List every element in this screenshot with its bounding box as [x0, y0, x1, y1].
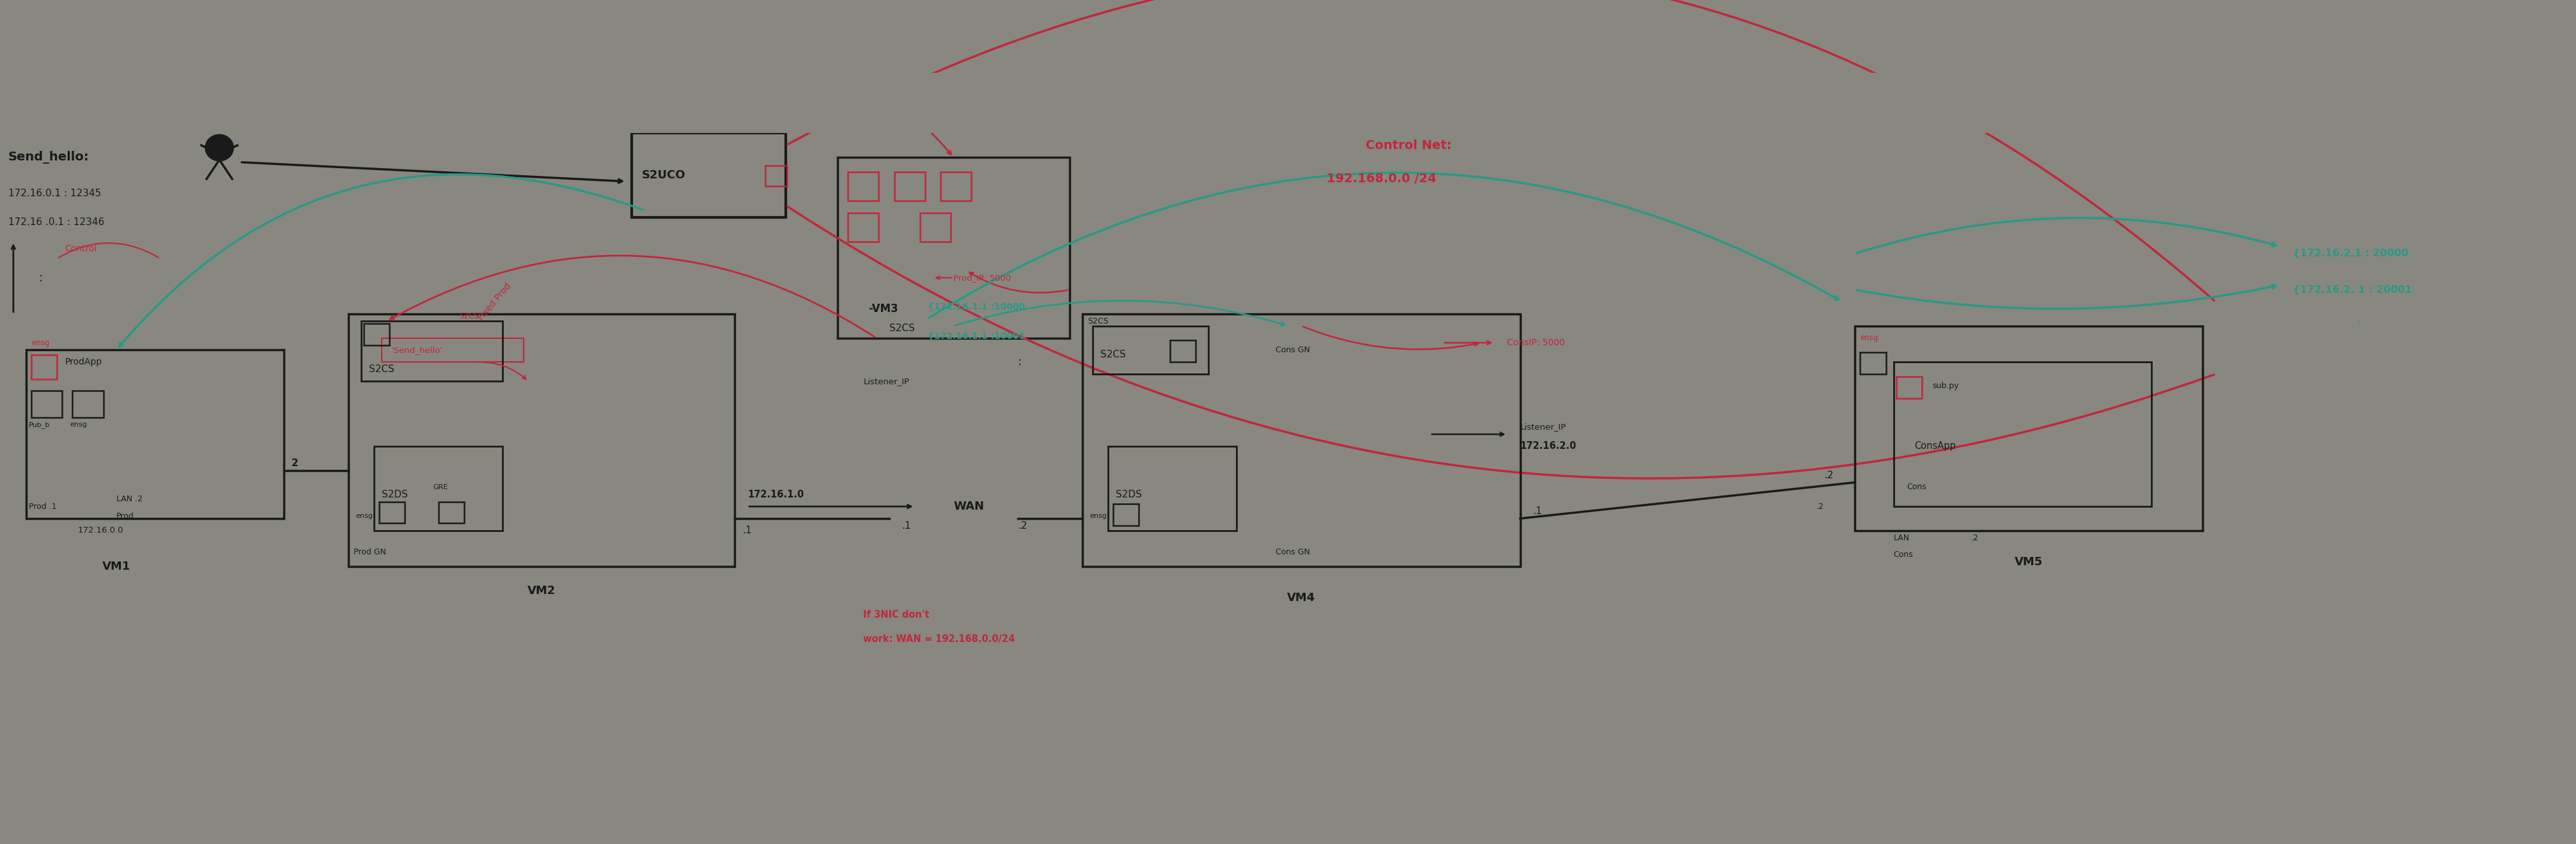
Text: S2DS: S2DS: [1115, 490, 1141, 500]
Text: VM1: VM1: [103, 561, 131, 572]
Text: VM4: VM4: [1288, 592, 1314, 603]
Text: .2: .2: [1824, 470, 1834, 480]
Bar: [848, 172, 878, 201]
Text: S2CS: S2CS: [1100, 350, 1126, 360]
Text: VM2: VM2: [528, 585, 556, 597]
Text: Send_hello:: Send_hello:: [8, 151, 90, 164]
Text: GRE: GRE: [433, 484, 448, 490]
Text: Control Net:: Control Net:: [1365, 139, 1450, 151]
Text: :: :: [39, 272, 44, 284]
Text: 192.168.0.0 /24: 192.168.0.0 /24: [1327, 173, 1437, 185]
Text: ConsApp: ConsApp: [1914, 441, 1955, 451]
Text: S2CS: S2CS: [459, 312, 479, 321]
Bar: [1896, 376, 1922, 398]
Text: {172.16.2.1 : 20000: {172.16.2.1 : 20000: [2293, 249, 2409, 258]
Text: work: WAN = 192.168.0.0/24: work: WAN = 192.168.0.0/24: [863, 634, 1015, 644]
Text: -VM3: -VM3: [868, 303, 899, 315]
Text: {172.16.1.1 :10001: {172.16.1.1 :10001: [927, 331, 1025, 340]
Bar: [848, 213, 878, 241]
Text: Prod GN: Prod GN: [353, 548, 386, 556]
Bar: [920, 213, 951, 241]
Text: Prod .1: Prod .1: [28, 502, 57, 511]
Text: Control: Control: [64, 245, 98, 253]
Text: ensg: ensg: [355, 513, 374, 519]
Text: S2CS: S2CS: [889, 323, 914, 333]
Text: 2: 2: [291, 458, 299, 468]
Text: Cons: Cons: [1906, 483, 1927, 491]
Bar: [379, 501, 404, 523]
Bar: [374, 446, 502, 531]
Text: ensg: ensg: [1860, 333, 1878, 342]
Text: .2: .2: [1018, 521, 1028, 531]
Text: Pub_b: Pub_b: [28, 421, 49, 428]
Bar: [1855, 326, 2202, 531]
Bar: [31, 391, 62, 418]
Text: S2DS: S2DS: [381, 490, 407, 500]
Text: Listener_IP: Listener_IP: [863, 377, 909, 386]
Bar: [1092, 326, 1208, 374]
Bar: [348, 314, 734, 566]
Text: ConsIP: 5000: ConsIP: 5000: [1507, 338, 1564, 347]
Bar: [1893, 362, 2151, 506]
Text: .1: .1: [1533, 506, 1543, 516]
Text: If 3NIC don't: If 3NIC don't: [863, 610, 930, 619]
Bar: [361, 321, 502, 381]
Text: .: .: [2357, 312, 2360, 325]
Bar: [26, 350, 283, 518]
Bar: [1108, 446, 1236, 531]
Text: 'Send_hello': 'Send_hello': [392, 346, 443, 354]
Text: LAN .2: LAN .2: [116, 495, 142, 503]
Bar: [438, 501, 464, 523]
Text: .1: .1: [902, 521, 912, 531]
Bar: [1860, 353, 1886, 374]
Text: Prod_IP: 5000: Prod_IP: 5000: [953, 273, 1010, 282]
Bar: [1082, 314, 1520, 566]
Text: .2: .2: [1971, 533, 1978, 542]
Bar: [837, 157, 1069, 338]
Text: Fixed Prod: Fixed Prod: [477, 281, 513, 322]
Bar: [765, 165, 788, 187]
Bar: [0, 73, 2576, 133]
Text: Listener_IP: Listener_IP: [1520, 423, 1566, 431]
Text: 172.16.0.0: 172.16.0.0: [77, 527, 124, 535]
Bar: [31, 354, 57, 379]
Bar: [381, 338, 523, 362]
Text: 172.16.1.0: 172.16.1.0: [747, 490, 804, 500]
Text: 172.16 .0.1 : 12346: 172.16 .0.1 : 12346: [8, 218, 103, 227]
Text: VM5: VM5: [2014, 556, 2043, 568]
Text: ensg: ensg: [31, 338, 49, 347]
Text: :: :: [1018, 356, 1023, 368]
Text: 172.16.2.0: 172.16.2.0: [1520, 441, 1577, 451]
Text: Prod: Prod: [116, 512, 134, 520]
Text: Cons GN: Cons GN: [1275, 548, 1309, 556]
Bar: [1113, 504, 1139, 526]
Bar: [72, 391, 103, 418]
Text: S2CS: S2CS: [1087, 317, 1108, 325]
Text: Cons GN: Cons GN: [1275, 346, 1309, 354]
Text: ensg: ensg: [70, 421, 88, 428]
Circle shape: [206, 134, 234, 161]
Bar: [363, 323, 389, 345]
Text: {172.16.1.1 :10000: {172.16.1.1 :10000: [927, 302, 1025, 311]
Text: LAN: LAN: [1893, 533, 1909, 542]
Bar: [894, 172, 925, 201]
Bar: [631, 133, 786, 218]
Text: S2UCO: S2UCO: [641, 170, 685, 181]
Text: {172.16.2. 1 : 20001: {172.16.2. 1 : 20001: [2293, 285, 2411, 295]
Text: .2: .2: [1816, 502, 1824, 511]
Text: sub.py: sub.py: [1932, 382, 1958, 390]
Text: ProdApp: ProdApp: [64, 358, 103, 366]
Text: WAN: WAN: [953, 500, 984, 512]
Bar: [1170, 340, 1195, 362]
Text: S2CS: S2CS: [368, 365, 394, 374]
Text: 172.16.0.1 : 12345: 172.16.0.1 : 12345: [8, 189, 100, 198]
Text: .1: .1: [742, 526, 752, 535]
Bar: [940, 172, 971, 201]
Text: Cons: Cons: [1893, 550, 1914, 559]
Text: ensg: ensg: [1090, 513, 1108, 519]
